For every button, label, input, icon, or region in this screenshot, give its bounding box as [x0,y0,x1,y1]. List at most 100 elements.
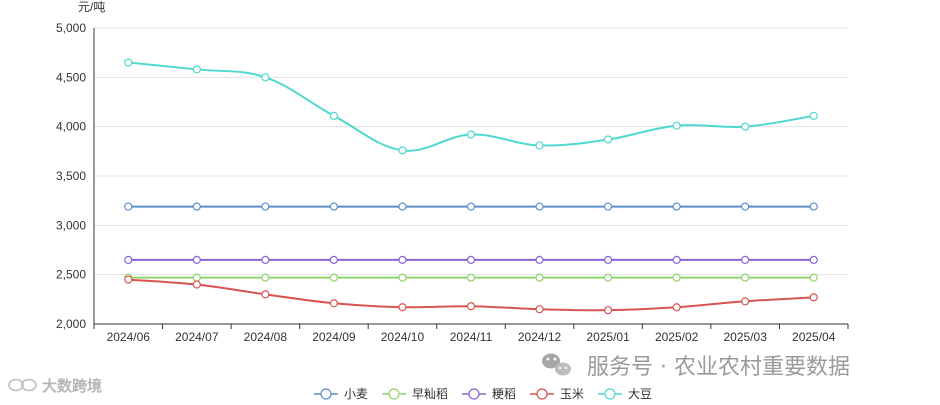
x-tick-label: 2024/08 [244,330,288,344]
data-point[interactable] [329,299,339,308]
data-point[interactable] [466,273,476,282]
data-point[interactable] [603,306,613,315]
series-2 [124,255,818,264]
series-4 [124,58,818,155]
legend-item[interactable]: 大豆 [598,387,652,401]
series-0 [124,202,818,211]
data-point[interactable] [809,111,818,120]
data-point[interactable] [741,122,750,131]
data-point[interactable] [672,121,681,130]
data-point[interactable] [261,202,270,211]
data-point[interactable] [124,58,133,67]
data-point[interactable] [466,255,476,264]
data-point[interactable] [261,255,270,264]
data-point[interactable] [398,303,407,312]
data-point[interactable] [261,73,270,82]
data-point[interactable] [261,273,270,282]
y-tick-label: 4,500 [56,70,86,84]
watermark-text-right: 服务号 · 农业农村重要数据 [587,355,850,380]
legend-marker [536,388,548,400]
series-3 [124,275,818,315]
data-point[interactable] [398,255,407,264]
data-point[interactable] [535,255,544,264]
data-point[interactable] [466,202,476,211]
data-point[interactable] [124,255,133,264]
data-point[interactable] [535,305,544,314]
wechat-icon [542,353,571,376]
x-tick-label: 2024/07 [175,330,219,344]
data-point[interactable] [603,135,613,144]
x-tick-label: 2024/11 [450,330,493,344]
data-point[interactable] [741,297,750,306]
data-point[interactable] [535,202,544,211]
data-point[interactable] [741,255,750,264]
y-axis-unit-label: 元/吨 [78,0,105,14]
x-tick-label: 2024/09 [312,330,356,344]
x-axis: 2024/06 2024/07 2024/08 2024/09 2024/10 2024/… [93,323,849,344]
data-point[interactable] [398,273,407,282]
data-point[interactable] [398,202,407,211]
legend-item[interactable]: 粳稻 [462,387,516,401]
legend-label: 大豆 [628,387,652,401]
data-point[interactable] [124,275,133,284]
data-point[interactable] [603,202,613,211]
y-tick-label: 5,000 [56,21,86,35]
x-tick-label: 2025/03 [723,330,767,344]
x-tick-label: 2025/02 [655,330,699,344]
data-point[interactable] [329,255,339,264]
data-point[interactable] [672,255,681,264]
data-point[interactable] [809,273,818,282]
data-point[interactable] [398,146,407,155]
data-point[interactable] [741,273,750,282]
legend-item[interactable]: 玉米 [530,387,584,401]
legend-label: 小麦 [344,387,368,401]
wechat-watermark: 服务号 · 农业农村重要数据 [542,353,850,380]
y-tick-label: 4,000 [56,120,86,134]
data-point[interactable] [192,65,201,74]
data-point[interactable] [261,290,270,299]
data-point[interactable] [192,280,201,289]
chat-bubble-icon [8,378,37,392]
data-point[interactable] [329,111,339,120]
data-point[interactable] [809,202,818,211]
data-point[interactable] [672,273,681,282]
legend-marker [468,388,480,400]
data-point[interactable] [192,202,201,211]
brand-watermark: 大数跨境 [8,377,102,395]
legend-marker [388,388,400,400]
series-layer [124,58,818,315]
legend-marker [320,388,332,400]
data-point[interactable] [603,255,613,264]
y-tick-label: 3,500 [56,169,86,183]
data-point[interactable] [466,130,476,139]
y-tick-label: 3,000 [56,218,86,232]
x-tick-label: 2024/10 [381,330,425,344]
data-point[interactable] [809,255,818,264]
data-point[interactable] [535,141,544,150]
grid-lines [94,27,848,276]
x-tick-label: 2024/06 [107,330,151,344]
x-tick-label: 2025/04 [792,330,836,344]
legend[interactable]: 小麦 早籼稻 粳稻 玉米 大豆 [314,387,652,401]
legend-item[interactable]: 小麦 [314,387,368,401]
data-point[interactable] [192,255,201,264]
data-point[interactable] [809,293,818,302]
data-point[interactable] [192,273,201,282]
y-tick-label: 2,000 [56,317,86,331]
data-point[interactable] [535,273,544,282]
y-axis: 2,000 2,500 3,000 3,500 4,000 4,500 5,000 [56,21,95,331]
data-point[interactable] [603,273,613,282]
data-point[interactable] [672,303,681,312]
data-point[interactable] [741,202,750,211]
data-point[interactable] [672,202,681,211]
watermark-text-left: 大数跨境 [42,377,102,395]
data-point[interactable] [466,302,476,311]
legend-item[interactable]: 早籼稻 [382,387,448,401]
legend-label: 玉米 [560,387,584,401]
data-point[interactable] [329,273,339,282]
legend-label: 早籼稻 [412,387,448,401]
data-point[interactable] [329,202,339,211]
x-tick-label: 2025/01 [586,330,630,344]
data-point[interactable] [124,202,133,211]
